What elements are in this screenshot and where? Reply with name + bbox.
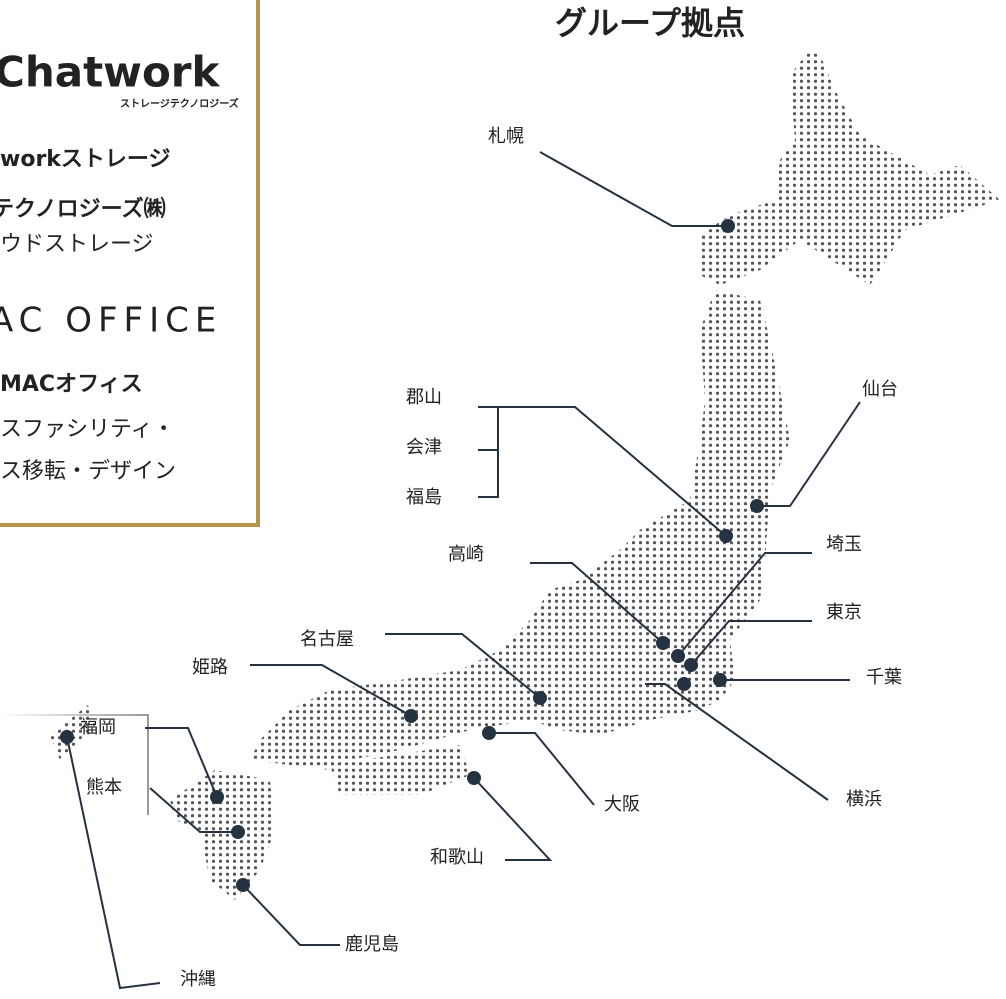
panel-line: ス移転・デザイン: [0, 459, 176, 484]
location-label: 仙台: [862, 379, 898, 400]
leader-line: [149, 787, 238, 833]
japan-map: [50, 50, 1000, 900]
leader-line: [473, 777, 553, 861]
location-label: 埼玉: [826, 534, 862, 555]
location-dot: [467, 771, 481, 785]
location-dot: [60, 730, 74, 744]
location-dot: [750, 499, 764, 513]
location-label: 札幌: [488, 126, 524, 147]
hokkaido: [700, 50, 1000, 285]
location-dot: [231, 825, 245, 839]
location-label: 名古屋: [300, 629, 354, 650]
location-dot: [719, 529, 733, 543]
leader-line: [250, 664, 412, 717]
location-label: 姫路: [192, 657, 228, 678]
location-label: 高崎: [448, 544, 484, 565]
honshu: [250, 290, 790, 770]
location-label: 和歌山: [430, 847, 484, 868]
leader-line: [539, 151, 728, 227]
leader-line: [489, 732, 595, 806]
location-dot: [677, 677, 691, 691]
panel: [0, 0, 260, 527]
location-dot: [236, 878, 250, 892]
location-dot: [533, 691, 547, 705]
bracket: [478, 406, 499, 498]
location-label: 大阪: [604, 794, 640, 815]
panel-line: MACオフィス: [0, 372, 143, 397]
location-label: 福島: [406, 487, 442, 508]
leader-line: [645, 683, 829, 801]
leader-line: [145, 727, 218, 798]
shikoku: [330, 745, 470, 795]
location-label: 鹿児島: [345, 934, 399, 955]
location-label: 東京: [826, 602, 862, 623]
inset-frame: [0, 714, 149, 815]
location-label: 千葉: [866, 667, 902, 688]
panel-line: ウドストレージ: [0, 232, 154, 257]
location-label: 沖縄: [180, 969, 216, 990]
leader-line: [677, 552, 812, 657]
leader-line: [757, 401, 861, 507]
panel-line: スファシリティ・: [0, 417, 175, 442]
location-dot: [210, 790, 224, 804]
location-dot: [721, 219, 735, 233]
location-label: 熊本: [86, 777, 122, 798]
location-dot: [713, 673, 727, 687]
location-dot: [482, 726, 496, 740]
leader-line: [242, 884, 340, 946]
location-dot: [684, 658, 698, 672]
leader-line: [498, 406, 727, 537]
location-label: 郡山: [406, 387, 442, 408]
leader-line: [66, 736, 161, 990]
location-dot: [671, 649, 685, 663]
title: グループ拠点: [555, 4, 745, 42]
leader-line: [530, 562, 664, 644]
location-dot: [656, 636, 670, 650]
logo-sub: ストレージテクノロジーズ: [120, 97, 239, 110]
logo: Chatwork: [0, 48, 221, 97]
panel-line: テクノロジーズ㈱: [0, 196, 166, 222]
leader-line: [690, 620, 812, 666]
okinawa: [50, 705, 95, 760]
location-label: 福岡: [80, 717, 116, 738]
panel-line: AC OFFICE: [0, 301, 222, 341]
kyushu: [170, 770, 275, 900]
location-label: 会津: [406, 437, 442, 458]
leader-line: [385, 633, 541, 699]
location-dot: [404, 709, 418, 723]
location-label: 横浜: [846, 789, 882, 810]
panel-line: workストレージ: [0, 147, 170, 172]
